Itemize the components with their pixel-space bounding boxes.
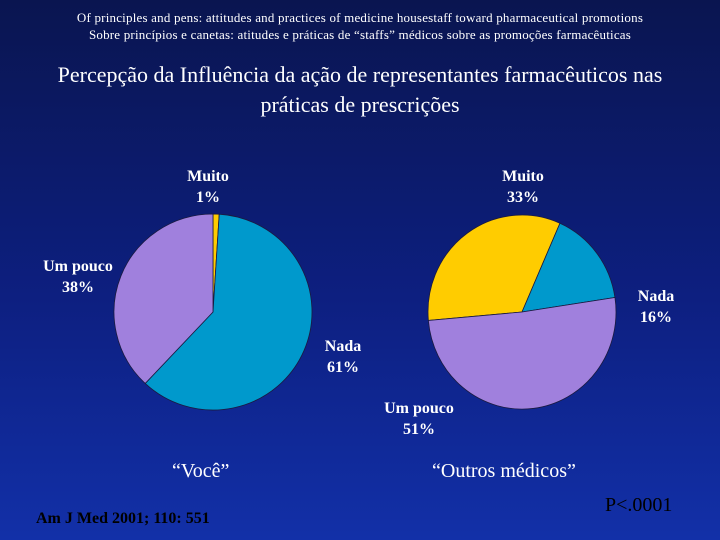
pie2-title: “Outros médicos” — [432, 460, 576, 482]
slide-title: Percepção da Influência da ação de repre… — [20, 60, 700, 120]
pie2-label-nada-value: 16% — [640, 309, 672, 326]
pie1-label-nada: Nada 61% — [318, 336, 368, 378]
pie-chart-outros-medicos — [427, 214, 617, 410]
pie-slice-voce-um-pouco — [113, 213, 214, 385]
pie2-label-um-pouco-value: 51% — [403, 421, 435, 438]
pie2-label-muito-name: Muito — [502, 168, 544, 185]
pie2-label-nada-name: Nada — [637, 288, 675, 305]
pie2-label-um-pouco: Um pouco 51% — [372, 398, 466, 440]
pie1-title: “Você” — [172, 460, 230, 482]
source-title-portuguese: Sobre princípios e canetas: atitudes e p… — [88, 27, 632, 42]
slide-title-line-1: Percepção da Influência da ação de repre… — [57, 62, 663, 87]
pie-chart-voce — [113, 213, 313, 411]
pie1-label-muito-name: Muito — [187, 168, 229, 185]
pie1-label-nada-value: 61% — [327, 359, 359, 376]
pie2-label-muito-value: 33% — [507, 189, 539, 206]
pie1-label-muito: Muito 1% — [178, 166, 238, 208]
pie1-label-um-pouco: Um pouco 38% — [36, 256, 120, 298]
pie1-label-um-pouco-name: Um pouco — [43, 258, 113, 275]
source-title-english: Of principles and pens: attitudes and pr… — [76, 10, 644, 25]
pie2-label-nada: Nada 16% — [630, 286, 682, 328]
pie1-label-um-pouco-value: 38% — [62, 279, 94, 296]
pie-slice-outros-medicos-muito — [427, 214, 561, 321]
pie2-label-um-pouco-name: Um pouco — [384, 400, 454, 417]
pie-slice-outros-medicos-nada — [521, 222, 616, 313]
citation: Am J Med 2001; 110: 551 — [36, 510, 210, 527]
pie-slice-outros-medicos-um-pouco — [427, 297, 617, 410]
pie1-label-muito-value: 1% — [196, 189, 220, 206]
pie1-label-nada-name: Nada — [324, 338, 362, 355]
pie2-label-muito: Muito 33% — [492, 166, 554, 208]
pie-slice-voce-nada — [144, 213, 313, 411]
slide-title-line-2: práticas de prescrições — [260, 92, 460, 117]
p-value: P<.0001 — [605, 494, 673, 516]
